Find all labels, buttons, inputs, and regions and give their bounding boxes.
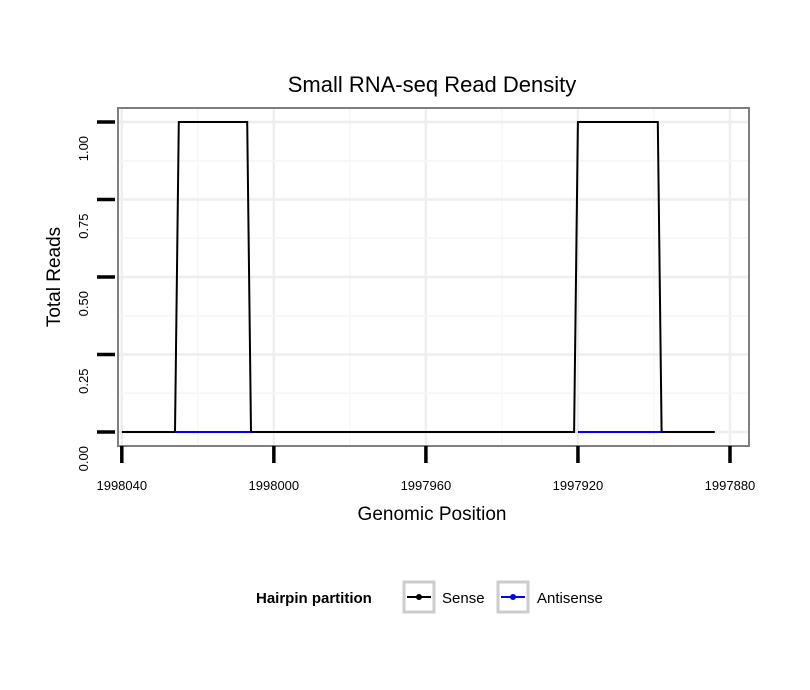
series-layer — [121, 121, 715, 434]
y-axis: 0.00 0.25 0.50 0.75 1.00 — [76, 120, 115, 471]
y-tick-label: 0.00 — [76, 446, 91, 471]
plot-panel-border — [117, 107, 750, 447]
grid — [118, 108, 749, 446]
y-tick-label: 1.00 — [76, 136, 91, 161]
x-tick-label: 1997920 — [553, 478, 604, 493]
legend-swatch-sense-point — [416, 594, 422, 600]
y-axis-label: Total Reads — [44, 227, 65, 327]
y-tick-label: 0.75 — [76, 213, 91, 238]
x-tick-label: 1998040 — [96, 478, 147, 493]
legend-swatch-antisense-point — [510, 594, 516, 600]
x-tick-label: 1998000 — [249, 478, 300, 493]
y-tick-label: 0.50 — [76, 291, 91, 316]
y-tick-label: 0.25 — [76, 369, 91, 394]
x-axis: 1998040 1998000 1997960 1997920 1997880 — [96, 446, 755, 493]
legend-title: Hairpin partition — [256, 590, 372, 607]
legend: Hairpin partition Sense Antisense — [256, 580, 603, 614]
legend-label-sense: Sense — [442, 590, 485, 607]
x-tick-label: 1997960 — [401, 478, 452, 493]
series-line-sense — [121, 121, 715, 433]
chart-title: Small RNA-seq Read Density — [288, 72, 577, 97]
legend-label-antisense: Antisense — [537, 590, 603, 607]
x-tick-label: 1997880 — [705, 478, 756, 493]
x-axis-label: Genomic Position — [358, 504, 507, 525]
